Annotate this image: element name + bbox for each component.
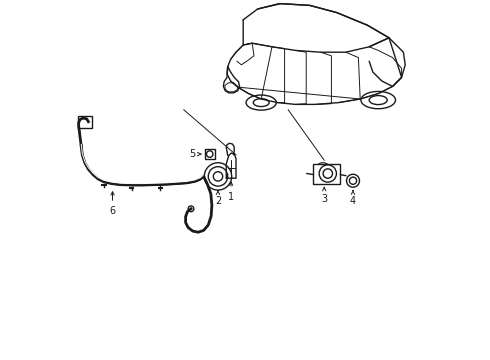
- Bar: [314, 164, 341, 184]
- Text: 4: 4: [350, 190, 356, 206]
- Text: 1: 1: [227, 182, 234, 202]
- Text: 3: 3: [321, 188, 327, 204]
- Bar: [78, 116, 92, 128]
- Bar: [205, 149, 215, 159]
- Text: 6: 6: [109, 192, 116, 216]
- Text: 5: 5: [189, 149, 201, 159]
- Text: 2: 2: [215, 190, 221, 206]
